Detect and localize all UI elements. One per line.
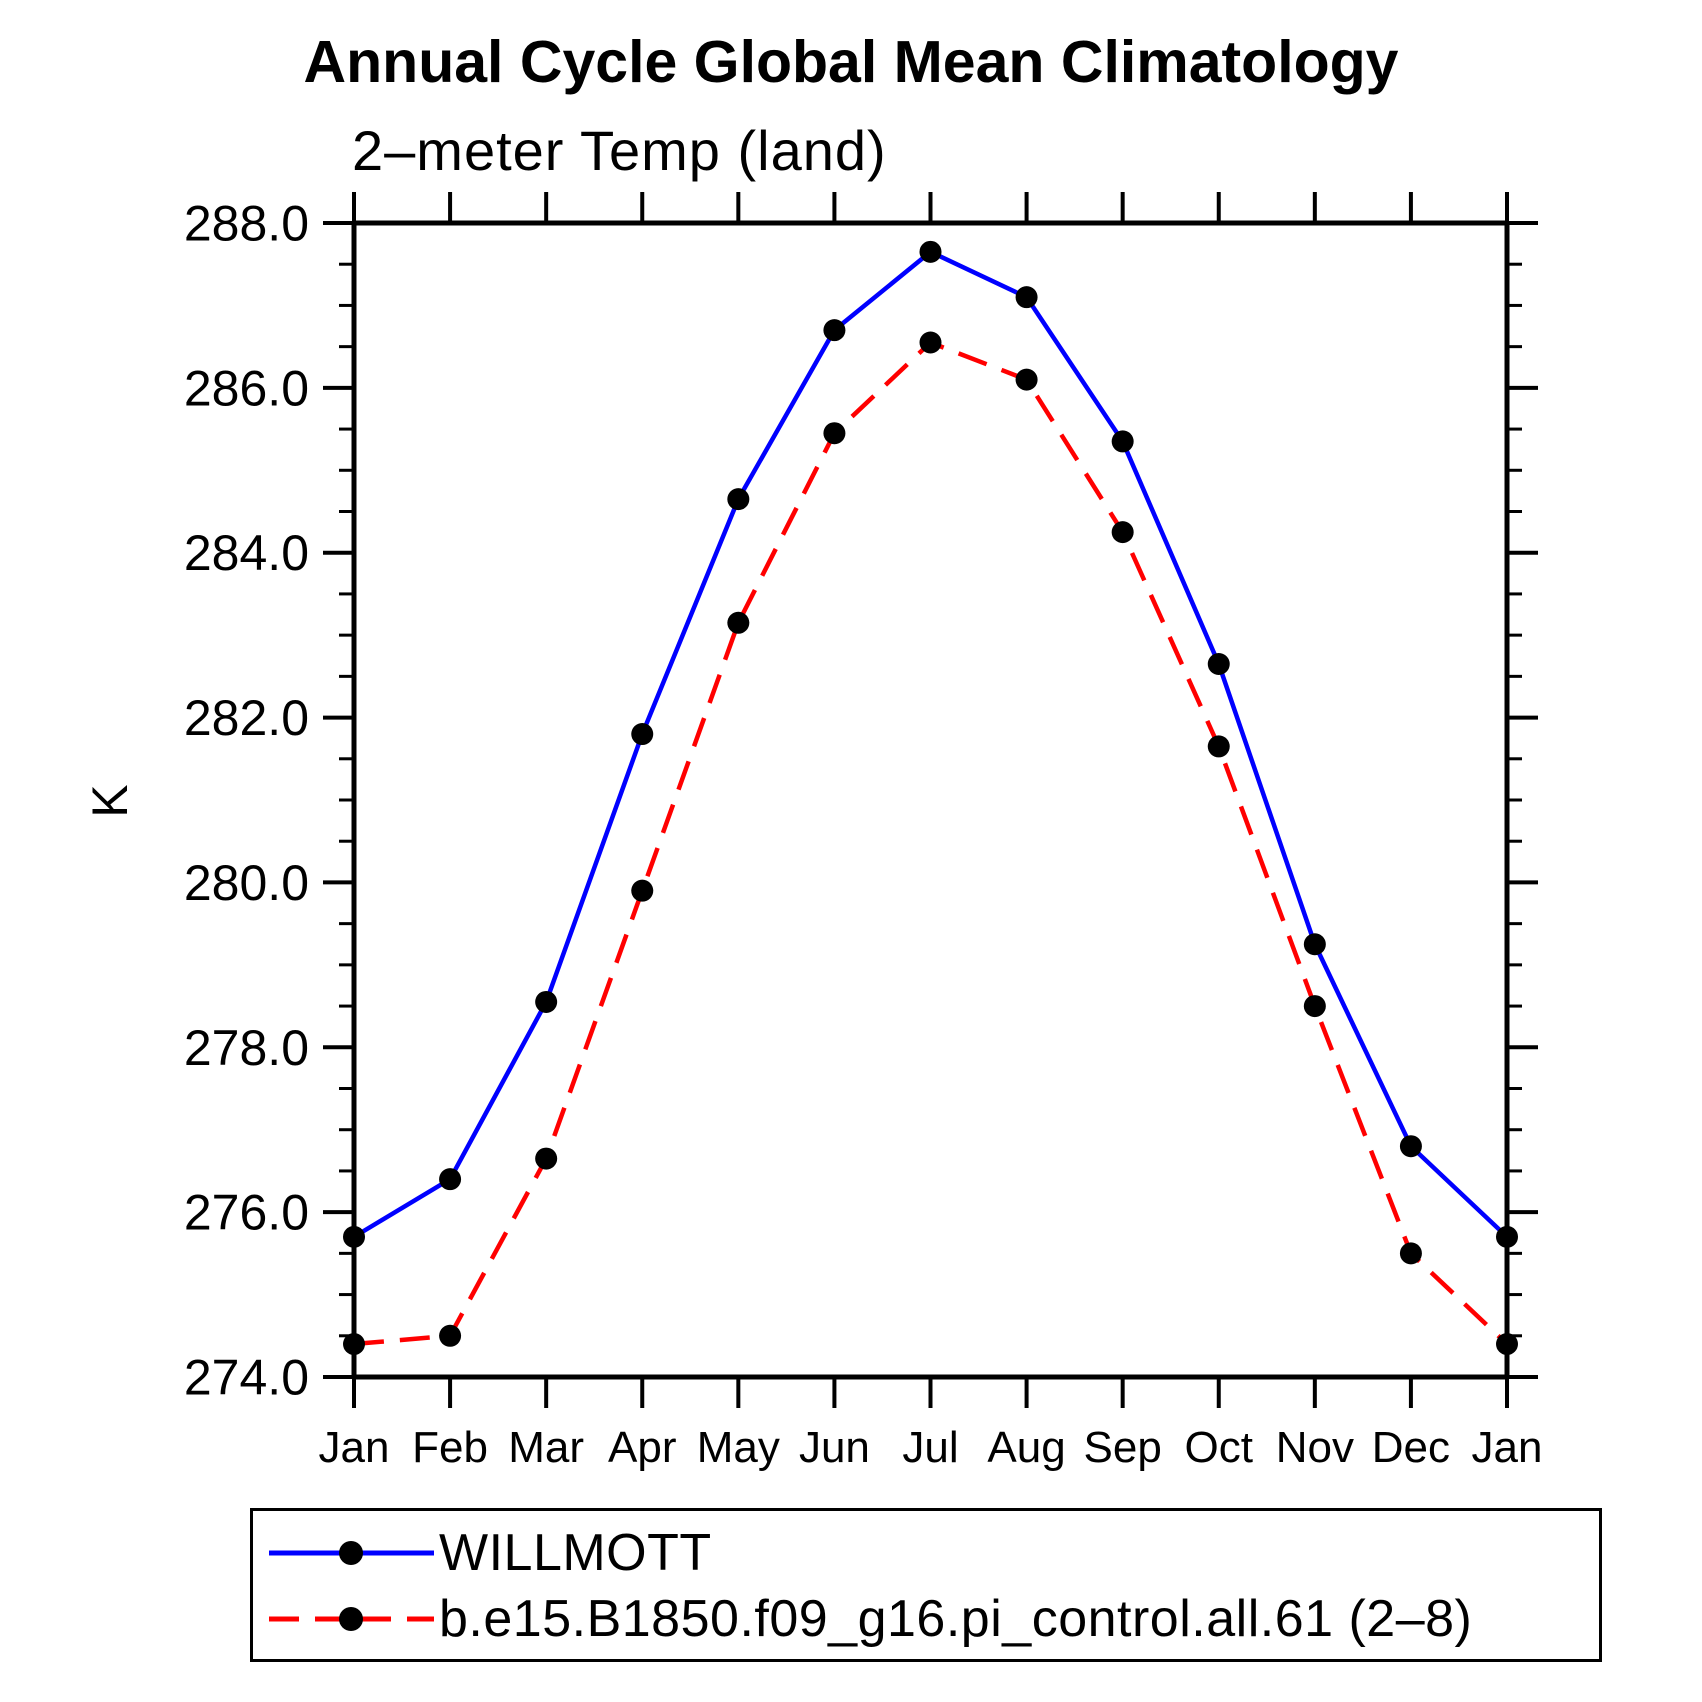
x-tick-label: Apr	[608, 1423, 676, 1472]
series-line	[353, 339, 1509, 1347]
x-tick-label: Jan	[319, 1423, 390, 1472]
data-point-marker	[823, 422, 846, 445]
y-tick-label: 280.0	[184, 855, 309, 911]
data-point-marker	[1111, 430, 1134, 453]
x-tick-label: Oct	[1185, 1423, 1253, 1472]
y-tick-label: 274.0	[184, 1350, 309, 1406]
data-point-marker	[1399, 1242, 1422, 1265]
data-point-marker	[1015, 368, 1038, 391]
y-tick-label: 276.0	[184, 1185, 309, 1241]
data-point-marker	[1015, 286, 1038, 309]
x-axis-ticks: Jan Feb Mar Apr May Jun Jul Aug Sep Oct Nov Dec Jan	[319, 192, 1543, 1472]
y-tick-label: 288.0	[184, 196, 309, 252]
x-tick-label: Jul	[902, 1423, 958, 1472]
series-model	[343, 331, 1518, 1356]
legend: WILLMOTT b.e15.B1850.f09_g16.pi_control.…	[250, 1508, 1602, 1662]
data-point-marker	[631, 879, 654, 902]
data-point-marker	[1207, 652, 1230, 675]
data-point-marker	[1399, 1135, 1422, 1158]
chart-subtitle: 2–meter Temp (land)	[352, 119, 887, 182]
data-point-marker	[535, 1147, 558, 1170]
chart-title: Annual Cycle Global Mean Climatology	[303, 29, 1399, 95]
y-tick-label: 286.0	[184, 360, 309, 416]
x-tick-label: Nov	[1276, 1423, 1354, 1472]
x-tick-label: May	[697, 1423, 780, 1472]
y-axis-ticks: 274.0 276.0 278.0 280.0 282.0 284.0 286.0 288.0	[184, 196, 1538, 1406]
data-point-marker	[1496, 1225, 1518, 1248]
data-point-marker	[1303, 933, 1326, 956]
x-tick-label: Dec	[1372, 1423, 1450, 1472]
data-point-marker	[1111, 521, 1134, 544]
x-tick-label: Jun	[799, 1423, 870, 1472]
legend-label-willmott: WILLMOTT	[439, 1524, 712, 1582]
y-tick-label: 278.0	[184, 1020, 309, 1076]
data-point-marker	[343, 1333, 365, 1356]
y-tick-label: 284.0	[184, 525, 309, 581]
x-tick-label: Mar	[508, 1423, 584, 1472]
x-tick-label: Feb	[412, 1423, 488, 1472]
legend-line-sample-1	[269, 1607, 434, 1631]
data-point-marker	[727, 488, 750, 511]
y-tick-label: 282.0	[184, 690, 309, 746]
legend-row-model: b.e15.B1850.f09_g16.pi_control.all.61 (2…	[267, 1589, 1472, 1649]
legend-label-model: b.e15.B1850.f09_g16.pi_control.all.61 (2…	[439, 1590, 1473, 1648]
data-point-marker	[439, 1168, 462, 1191]
data-point-marker	[535, 990, 558, 1013]
legend-row-willmott: WILLMOTT	[267, 1523, 712, 1583]
x-tick-label: Sep	[1084, 1423, 1162, 1472]
legend-line-sample-0	[269, 1541, 434, 1565]
data-point-marker	[343, 1225, 365, 1248]
x-tick-label: Aug	[987, 1423, 1065, 1472]
data-point-marker	[919, 331, 942, 354]
data-point-marker	[727, 611, 750, 634]
series-line	[352, 249, 1509, 1239]
data-point-marker	[1303, 995, 1326, 1018]
data-point-marker	[631, 723, 654, 746]
x-tick-label: Jan	[1472, 1423, 1543, 1472]
data-point-marker	[1496, 1333, 1518, 1356]
data-point-marker	[1207, 735, 1230, 758]
axes-frame	[351, 220, 1510, 1380]
data-point-marker	[439, 1324, 462, 1347]
data-point-marker	[823, 319, 846, 342]
data-point-marker	[919, 240, 942, 263]
series-willmott	[343, 240, 1518, 1248]
